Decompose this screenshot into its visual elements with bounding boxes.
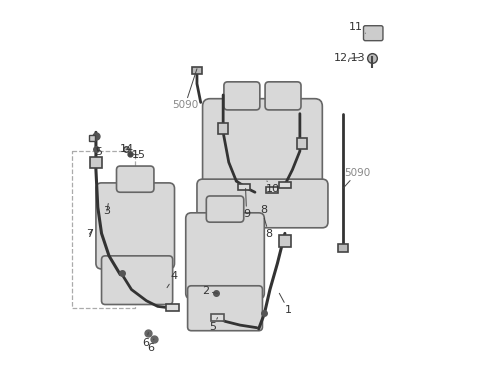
FancyBboxPatch shape <box>102 256 173 305</box>
Bar <box>90 157 102 168</box>
Bar <box>218 123 228 134</box>
Bar <box>166 304 180 311</box>
FancyBboxPatch shape <box>96 183 175 269</box>
Bar <box>192 67 202 74</box>
Text: 2: 2 <box>203 287 217 296</box>
Text: 9: 9 <box>243 188 250 219</box>
Text: 6: 6 <box>143 333 150 348</box>
Bar <box>337 244 348 252</box>
Text: 5090: 5090 <box>343 168 370 188</box>
Text: 6: 6 <box>147 339 155 352</box>
Bar <box>279 235 290 247</box>
FancyBboxPatch shape <box>224 82 260 110</box>
Bar <box>266 187 278 193</box>
Bar <box>297 138 307 149</box>
Text: 8: 8 <box>261 205 268 218</box>
Text: 14: 14 <box>120 144 134 154</box>
FancyBboxPatch shape <box>197 179 328 228</box>
Text: 3: 3 <box>103 204 110 216</box>
Text: 15: 15 <box>130 150 145 160</box>
Text: 5090: 5090 <box>172 69 198 110</box>
Text: 4: 4 <box>167 271 178 288</box>
Text: 11: 11 <box>348 22 365 33</box>
Text: 5: 5 <box>209 317 217 332</box>
Text: 7: 7 <box>86 229 93 239</box>
Text: 1: 1 <box>279 293 292 315</box>
Text: 12,13: 12,13 <box>334 53 365 63</box>
Bar <box>211 314 224 320</box>
FancyBboxPatch shape <box>206 196 244 222</box>
FancyBboxPatch shape <box>363 26 383 41</box>
FancyBboxPatch shape <box>117 166 154 192</box>
FancyBboxPatch shape <box>265 82 301 110</box>
Bar <box>238 184 250 190</box>
FancyBboxPatch shape <box>186 213 264 299</box>
FancyBboxPatch shape <box>203 99 323 196</box>
Text: 8: 8 <box>264 218 273 239</box>
Text: 5: 5 <box>95 147 102 157</box>
Bar <box>279 182 291 188</box>
FancyBboxPatch shape <box>188 286 263 331</box>
Text: 10: 10 <box>265 181 279 194</box>
